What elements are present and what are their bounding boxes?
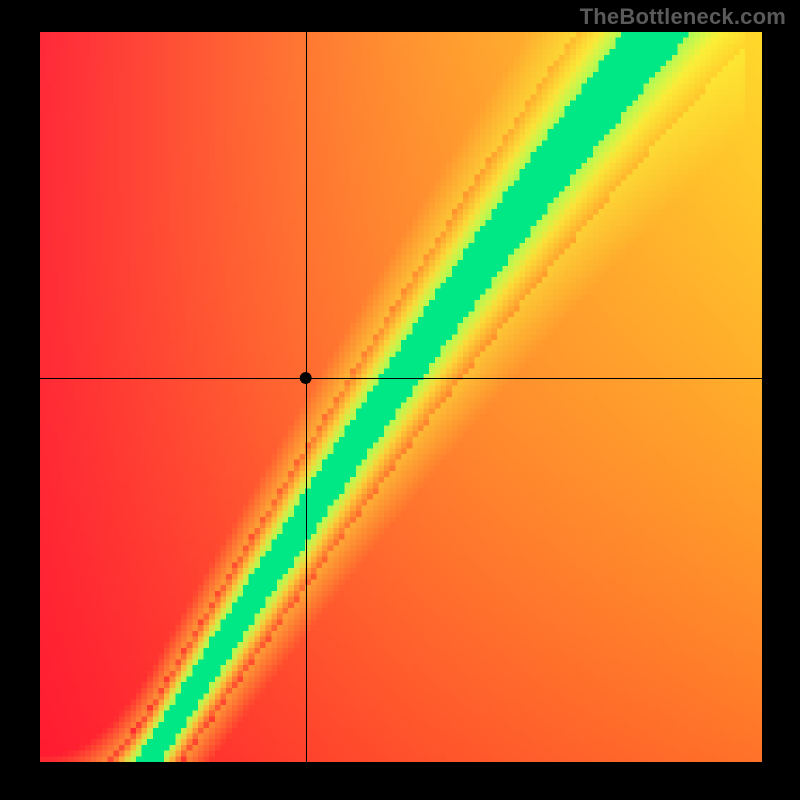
crosshair-overlay <box>0 0 800 800</box>
figure-root: TheBottleneck.com <box>0 0 800 800</box>
watermark-text: TheBottleneck.com <box>580 4 786 30</box>
